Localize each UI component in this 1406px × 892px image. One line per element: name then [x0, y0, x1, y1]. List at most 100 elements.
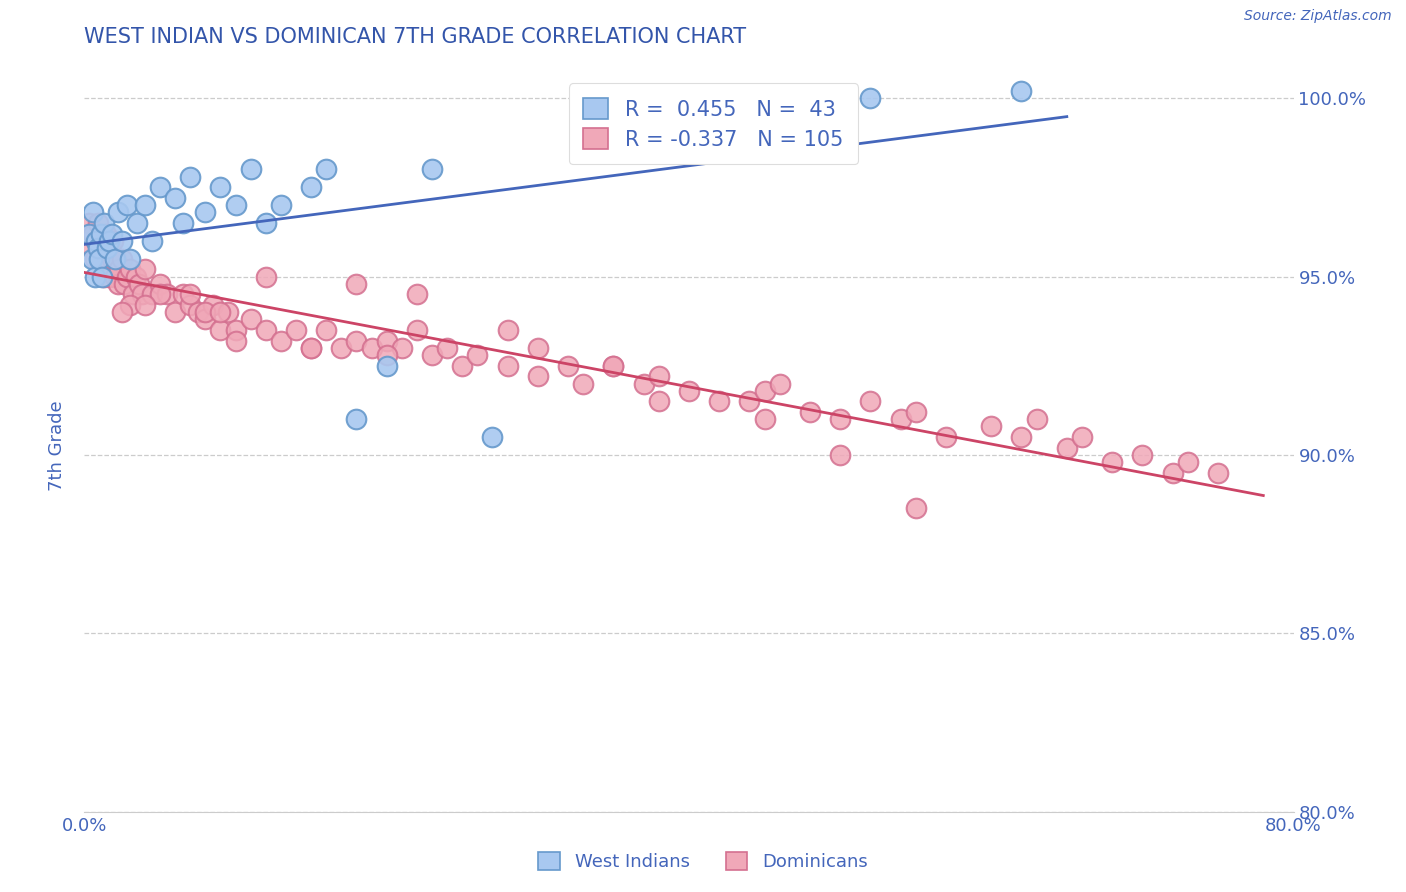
Point	[406, 323, 429, 337]
Point	[225, 198, 247, 212]
Point	[94, 227, 117, 241]
Point	[481, 430, 503, 444]
Point	[141, 234, 163, 248]
Point	[93, 269, 115, 284]
Point	[1206, 466, 1229, 480]
Point	[709, 394, 731, 409]
Point	[648, 369, 671, 384]
Point	[77, 216, 100, 230]
Point	[572, 145, 595, 159]
Point	[859, 394, 882, 409]
Point	[209, 180, 232, 194]
Point	[82, 205, 104, 219]
Point	[201, 298, 224, 312]
Point	[346, 412, 368, 426]
Y-axis label: 7th Grade: 7th Grade	[48, 401, 66, 491]
Point	[97, 234, 120, 248]
Point	[134, 198, 156, 212]
Point	[270, 334, 292, 348]
Point	[315, 323, 337, 337]
Point	[165, 191, 187, 205]
Point	[104, 269, 127, 284]
Point	[149, 287, 172, 301]
Point	[1101, 455, 1123, 469]
Point	[84, 269, 107, 284]
Point	[77, 227, 100, 241]
Point	[602, 359, 624, 373]
Point	[115, 198, 138, 212]
Point	[115, 269, 138, 284]
Point	[97, 269, 120, 284]
Point	[101, 234, 124, 248]
Point	[179, 169, 201, 184]
Point	[187, 305, 209, 319]
Point	[830, 448, 852, 462]
Point	[1025, 412, 1047, 426]
Point	[89, 252, 111, 266]
Point	[87, 216, 110, 230]
Point	[209, 305, 232, 319]
Point	[1011, 430, 1033, 444]
Point	[1177, 455, 1199, 469]
Point	[375, 359, 398, 373]
Point	[436, 341, 458, 355]
Point	[149, 277, 172, 291]
Point	[105, 252, 128, 266]
Point	[179, 287, 201, 301]
Point	[602, 359, 624, 373]
Point	[194, 312, 217, 326]
Point	[709, 134, 731, 148]
Point	[86, 234, 108, 248]
Point	[980, 419, 1002, 434]
Point	[98, 241, 121, 255]
Point	[678, 384, 700, 398]
Point	[420, 348, 443, 362]
Text: Source: ZipAtlas.com: Source: ZipAtlas.com	[1244, 9, 1392, 23]
Point	[141, 287, 163, 301]
Legend: West Indians, Dominicans: West Indians, Dominicans	[531, 845, 875, 879]
Point	[118, 298, 141, 312]
Point	[172, 216, 194, 230]
Point	[194, 205, 217, 219]
Point	[118, 262, 141, 277]
Point	[194, 305, 217, 319]
Point	[121, 287, 143, 301]
Point	[904, 501, 927, 516]
Point	[156, 287, 179, 301]
Point	[738, 394, 761, 409]
Point	[84, 252, 107, 266]
Point	[112, 277, 135, 291]
Point	[648, 120, 671, 134]
Point	[1056, 441, 1078, 455]
Point	[1071, 430, 1094, 444]
Point	[830, 412, 852, 426]
Point	[107, 205, 129, 219]
Point	[375, 334, 398, 348]
Point	[89, 234, 111, 248]
Point	[80, 241, 103, 255]
Text: WEST INDIAN VS DOMINICAN 7TH GRADE CORRELATION CHART: WEST INDIAN VS DOMINICAN 7TH GRADE CORRE…	[84, 27, 747, 46]
Point	[1132, 448, 1154, 462]
Point	[127, 216, 149, 230]
Point	[82, 227, 104, 241]
Point	[254, 269, 277, 284]
Point	[557, 359, 579, 373]
Point	[96, 252, 118, 266]
Point	[111, 305, 134, 319]
Point	[93, 216, 115, 230]
Point	[134, 298, 156, 312]
Point	[149, 180, 172, 194]
Point	[451, 359, 474, 373]
Point	[134, 262, 156, 277]
Point	[859, 91, 882, 105]
Point	[179, 298, 201, 312]
Point	[754, 412, 776, 426]
Point	[904, 405, 927, 419]
Point	[128, 277, 150, 291]
Point	[406, 287, 429, 301]
Point	[391, 341, 413, 355]
Point	[254, 216, 277, 230]
Point	[769, 376, 792, 391]
Point	[111, 234, 134, 248]
Point	[299, 341, 322, 355]
